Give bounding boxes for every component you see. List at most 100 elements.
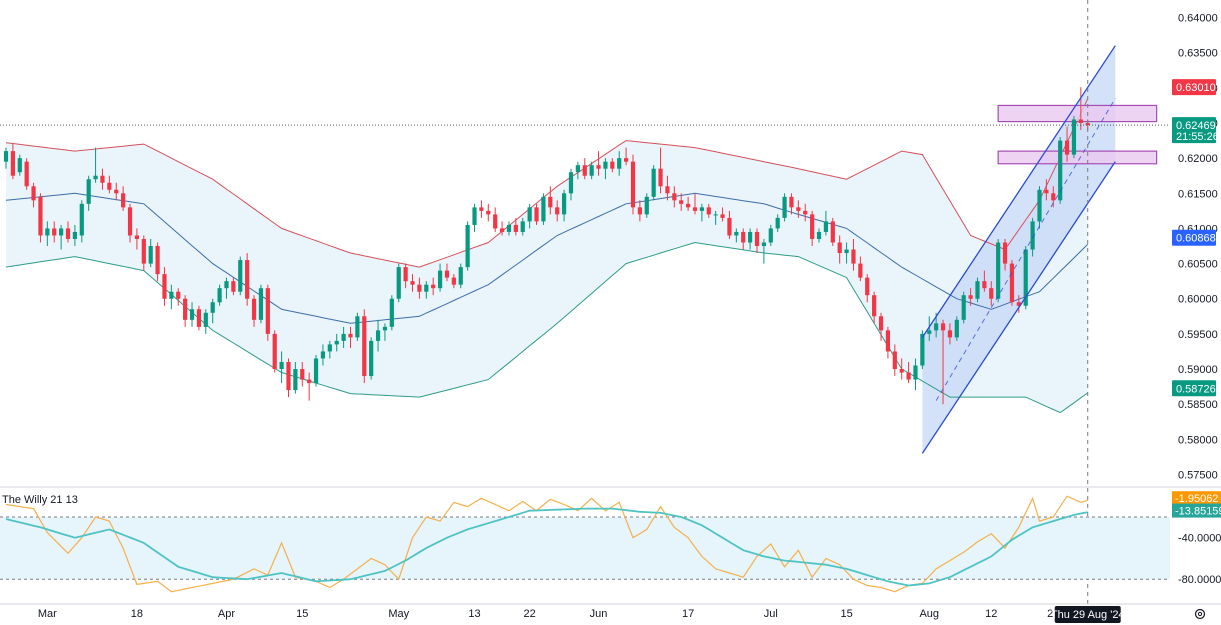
candle bbox=[589, 161, 594, 180]
price-tick-label: 0.63500 bbox=[1178, 48, 1218, 60]
candle bbox=[927, 316, 932, 341]
candle bbox=[844, 242, 849, 264]
candle-body bbox=[1002, 242, 1008, 264]
candle bbox=[203, 309, 208, 334]
candle-body bbox=[258, 288, 264, 320]
candle bbox=[768, 224, 773, 247]
candle-body bbox=[830, 221, 835, 243]
candle-body bbox=[713, 214, 718, 216]
candle-body bbox=[431, 284, 436, 289]
candle bbox=[45, 221, 50, 247]
candle bbox=[127, 203, 133, 243]
candle bbox=[741, 228, 746, 250]
candle-body bbox=[796, 207, 801, 211]
candle bbox=[830, 217, 835, 247]
candle-body bbox=[210, 302, 215, 313]
candle-body bbox=[355, 316, 360, 338]
candle bbox=[692, 193, 698, 215]
price-tick-label: 0.58500 bbox=[1178, 399, 1218, 411]
candle-body bbox=[169, 291, 174, 299]
candle-body bbox=[375, 330, 381, 341]
candle-body bbox=[424, 284, 429, 292]
candle bbox=[300, 361, 305, 387]
candle-body bbox=[437, 270, 443, 289]
time-tick-label: May bbox=[388, 608, 409, 620]
candle-body bbox=[885, 330, 891, 352]
candle-body bbox=[410, 281, 415, 285]
candle-body bbox=[493, 214, 498, 229]
candle bbox=[3, 147, 9, 169]
candle-body bbox=[320, 351, 326, 359]
candle-body bbox=[272, 333, 277, 370]
price-tag bbox=[1172, 380, 1216, 397]
candle-body bbox=[692, 207, 698, 211]
candle bbox=[754, 228, 760, 254]
candle-body bbox=[996, 242, 1001, 299]
candle-body bbox=[954, 319, 959, 338]
candle bbox=[465, 221, 470, 271]
candle-body bbox=[1037, 189, 1042, 222]
candle bbox=[630, 154, 636, 215]
candle bbox=[1044, 179, 1049, 201]
candle bbox=[486, 203, 491, 222]
candle-body bbox=[148, 246, 153, 264]
gear-icon-hub bbox=[1197, 611, 1203, 617]
candle bbox=[238, 256, 243, 296]
candle bbox=[513, 217, 518, 236]
candle-body bbox=[968, 295, 973, 299]
gear-icon[interactable] bbox=[1194, 608, 1206, 620]
candle-body bbox=[382, 326, 388, 331]
candle bbox=[52, 221, 57, 243]
price-tag-label: 0.62469 bbox=[1176, 120, 1216, 132]
candle bbox=[561, 189, 567, 222]
candle bbox=[672, 186, 677, 208]
candle bbox=[258, 284, 264, 324]
candle-body bbox=[1030, 221, 1035, 250]
candle bbox=[748, 228, 753, 250]
cursor-date-tag bbox=[1054, 606, 1121, 623]
candle bbox=[1023, 246, 1028, 310]
candle-body bbox=[231, 281, 236, 292]
candle-body bbox=[865, 277, 870, 296]
candle-body bbox=[341, 333, 346, 341]
oscillator-band bbox=[0, 516, 1170, 580]
candle bbox=[114, 182, 119, 201]
candle bbox=[816, 228, 822, 243]
candle-body bbox=[878, 316, 884, 331]
candle bbox=[679, 193, 684, 211]
price-tick-label: 0.58000 bbox=[1178, 434, 1218, 446]
candle bbox=[38, 193, 43, 243]
candle bbox=[596, 151, 601, 176]
candle bbox=[100, 168, 105, 190]
candle bbox=[493, 207, 498, 232]
candle-body bbox=[224, 281, 229, 289]
candle-body bbox=[803, 210, 808, 215]
candle bbox=[617, 151, 622, 176]
candle bbox=[686, 196, 691, 211]
candle bbox=[810, 210, 815, 247]
candle-body bbox=[527, 207, 532, 222]
candle-body bbox=[506, 224, 512, 232]
candle bbox=[1002, 238, 1008, 271]
candle-body bbox=[575, 165, 580, 173]
candle-body bbox=[679, 200, 684, 204]
candle bbox=[1009, 260, 1015, 306]
candle-body bbox=[72, 231, 77, 239]
candle bbox=[837, 235, 842, 264]
candle bbox=[624, 147, 629, 166]
candle-body bbox=[458, 267, 463, 285]
candle bbox=[975, 277, 980, 303]
time-tick-label: 18 bbox=[131, 608, 143, 620]
candle bbox=[603, 158, 608, 180]
candle-body bbox=[782, 196, 787, 218]
candle-body bbox=[720, 214, 725, 218]
candle bbox=[272, 330, 277, 373]
candle bbox=[341, 326, 346, 348]
price-tag-label: 0.63010 bbox=[1176, 82, 1216, 94]
candle-body bbox=[748, 231, 753, 243]
candle bbox=[789, 193, 794, 215]
oscillator-tag-label: -13.85159 bbox=[1175, 506, 1221, 518]
candle bbox=[389, 295, 394, 331]
